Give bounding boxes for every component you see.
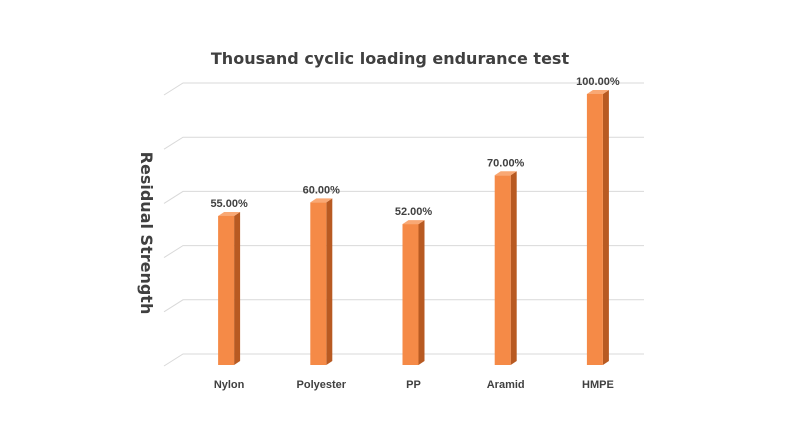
bar-side bbox=[234, 211, 241, 365]
y-axis-label: Residual Strength bbox=[137, 152, 156, 315]
bar bbox=[494, 171, 517, 365]
gridline bbox=[163, 82, 644, 96]
data-label: 55.00% bbox=[210, 198, 248, 210]
gridline bbox=[163, 353, 644, 367]
bar-side bbox=[326, 198, 333, 365]
bar bbox=[310, 198, 333, 365]
x-tick-label: Polyester bbox=[297, 379, 347, 391]
bar-front bbox=[310, 202, 327, 365]
bar-front bbox=[586, 94, 603, 365]
x-tick-label: HMPE bbox=[582, 379, 614, 391]
x-tick-labels: Nylon Polyester PP Aramid HMPE bbox=[214, 379, 614, 391]
gridline bbox=[163, 136, 644, 150]
gridlines bbox=[163, 82, 644, 367]
data-label: 60.00% bbox=[303, 184, 341, 196]
bar-top bbox=[310, 198, 333, 203]
bar bbox=[402, 220, 425, 365]
bar-side bbox=[418, 220, 425, 365]
bar-top bbox=[586, 90, 609, 94]
data-labels: 55.00% 60.00% 52.00% 70.00% 100.00% bbox=[210, 76, 619, 218]
gridline bbox=[163, 190, 644, 204]
bar-front bbox=[494, 175, 511, 365]
gridline bbox=[163, 245, 644, 259]
bar-top bbox=[402, 220, 425, 225]
data-label: 70.00% bbox=[487, 157, 525, 169]
data-label: 52.00% bbox=[395, 206, 433, 218]
data-label: 100.00% bbox=[576, 76, 620, 88]
bar-top bbox=[494, 171, 517, 176]
bar-side bbox=[602, 90, 609, 365]
chart-title: Thousand cyclic loading endurance test bbox=[211, 49, 570, 68]
bar-front bbox=[218, 215, 235, 365]
bar bbox=[218, 211, 241, 365]
bar-side bbox=[510, 171, 517, 365]
gridline bbox=[163, 299, 644, 313]
x-tick-label: PP bbox=[406, 379, 421, 391]
x-tick-label: Nylon bbox=[214, 379, 245, 391]
x-tick-label: Aramid bbox=[487, 379, 525, 391]
bar-front bbox=[402, 224, 419, 365]
bar bbox=[586, 90, 609, 365]
bars bbox=[218, 90, 609, 365]
bar-top bbox=[218, 211, 241, 216]
